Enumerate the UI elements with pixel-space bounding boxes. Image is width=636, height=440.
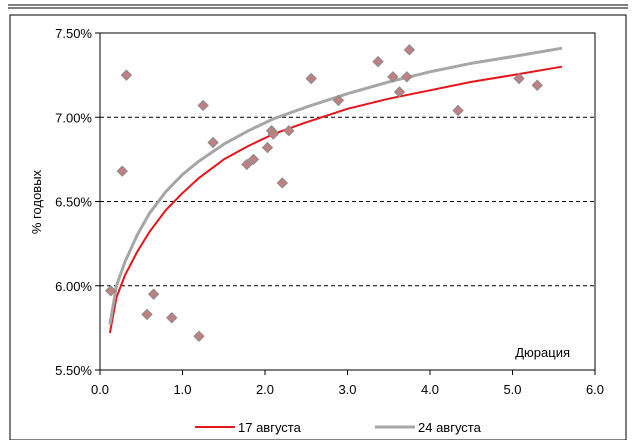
- y-tick-label-3: 7.00%: [55, 110, 92, 125]
- x-axis-title: Дюрация: [515, 345, 570, 360]
- y-axis-ticks: 5.50% 6.00% 6.50% 7.00% 7.50%: [55, 26, 100, 378]
- data-point-9: [241, 158, 253, 171]
- scatter-points: [105, 44, 543, 343]
- data-point-24: [513, 72, 525, 85]
- legend: 17 августа 24 августа: [195, 420, 482, 435]
- data-point-5: [166, 312, 178, 324]
- series-lines: [108, 46, 563, 334]
- y-axis-title: % годовых: [29, 169, 44, 234]
- data-point-18: [372, 55, 384, 68]
- data-point-13: [267, 128, 279, 140]
- y-tick-label-1: 6.00%: [55, 279, 92, 294]
- legend-label-1: 24 августа: [418, 420, 482, 435]
- data-point-23: [452, 104, 464, 117]
- chart-frame: [9, 14, 627, 440]
- x-tick-label-1: 1.0: [173, 382, 191, 397]
- data-point-8: [207, 136, 219, 149]
- data-point-11: [261, 141, 274, 154]
- series-line-1: [108, 46, 563, 325]
- x-tick-label-3: 3.0: [338, 382, 356, 397]
- x-tick-label-5: 5.0: [503, 382, 521, 397]
- data-point-10: [247, 153, 260, 166]
- x-tick-label-2: 2.0: [256, 382, 274, 397]
- data-point-19: [387, 71, 399, 83]
- series-line-0: [108, 65, 563, 334]
- data-point-16: [305, 72, 317, 85]
- y-tick-label-2: 6.50%: [55, 195, 92, 210]
- x-tick-label-4: 4.0: [421, 382, 439, 397]
- data-point-17: [332, 94, 345, 107]
- data-point-15: [283, 125, 295, 137]
- legend-label-0: 17 августа: [238, 420, 302, 435]
- x-tick-label-6: 6.0: [586, 382, 604, 397]
- y-tick-label-4: 7.50%: [55, 26, 92, 41]
- data-point-25: [531, 79, 543, 91]
- data-point-2: [120, 69, 133, 81]
- y-tick-label-0: 5.50%: [55, 363, 92, 378]
- data-point-1: [116, 165, 128, 177]
- data-point-22: [403, 44, 416, 56]
- data-point-0: [105, 285, 117, 297]
- data-point-6: [193, 330, 205, 343]
- data-point-20: [393, 86, 406, 98]
- data-point-4: [147, 288, 160, 300]
- data-point-3: [141, 308, 153, 321]
- data-point-14: [276, 177, 289, 189]
- x-axis-ticks: 0.0 1.0 2.0 3.0 4.0 5.0 6.0: [91, 370, 604, 397]
- x-tick-label-0: 0.0: [91, 382, 109, 397]
- data-point-7: [197, 99, 209, 112]
- data-point-21: [401, 71, 413, 83]
